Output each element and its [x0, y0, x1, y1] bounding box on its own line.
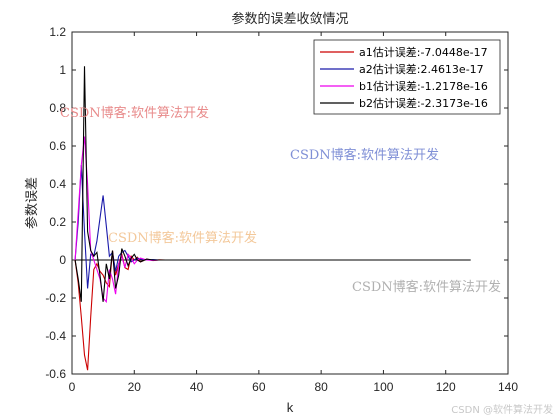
y-axis-ticks: -0.6 -0.4 -0.2 0 0.2 0.4 0.6 0.8 1 1.2 [45, 25, 508, 381]
x-axis-label: k [287, 400, 294, 415]
chart-title: 参数的误差收敛情况 [231, 11, 348, 27]
watermark-text: CSDN博客:软件算法开发 [352, 279, 501, 295]
y-tick-label: 1.2 [49, 25, 66, 39]
x-tick-label: 100 [373, 380, 393, 394]
x-tick-label: 120 [436, 380, 456, 394]
x-tick-label: 40 [190, 380, 204, 394]
series-group [74, 66, 471, 371]
x-tick-label: 60 [252, 380, 266, 394]
x-tick-label: 20 [128, 380, 142, 394]
y-tick-label: -0.4 [45, 329, 66, 343]
series-line-3 [74, 136, 166, 304]
watermark-text: CSDN博客:软件算法开发 [60, 105, 209, 121]
footer-credit: CSDN @软件算法开发 [451, 403, 553, 416]
x-tick-label: 0 [69, 380, 76, 394]
legend-label: b1估计误差:-1.2178e-16 [359, 79, 488, 93]
watermark-text: CSDN博客:软件算法开发 [108, 230, 257, 246]
y-tick-label: 0.6 [49, 139, 66, 153]
y-axis-label: 参数误差 [24, 177, 39, 229]
legend: a1估计误差:-7.0448e-17 a2估计误差:2.4613e-17 b1估计误… [313, 39, 501, 115]
x-tick-label: 80 [314, 380, 328, 394]
y-tick-label: 0.4 [49, 177, 66, 191]
y-tick-label: -0.2 [45, 291, 66, 305]
watermark-text: CSDN博客:软件算法开发 [290, 147, 439, 163]
series-line-4 [74, 66, 471, 302]
legend-label: a2估计误差:2.4613e-17 [359, 62, 484, 76]
y-tick-label: 0 [59, 253, 66, 267]
y-tick-label: -0.6 [45, 367, 66, 381]
legend-label: b2估计误差:-2.3173e-16 [359, 96, 488, 110]
y-tick-label: 1 [59, 63, 66, 77]
y-tick-label: 0.2 [49, 215, 66, 229]
legend-label: a1估计误差:-7.0448e-17 [359, 45, 488, 59]
y-tick-label: 0.8 [49, 101, 66, 115]
x-tick-label: 140 [498, 380, 518, 394]
x-axis-ticks: 0 20 40 60 80 100 120 140 [69, 32, 518, 394]
